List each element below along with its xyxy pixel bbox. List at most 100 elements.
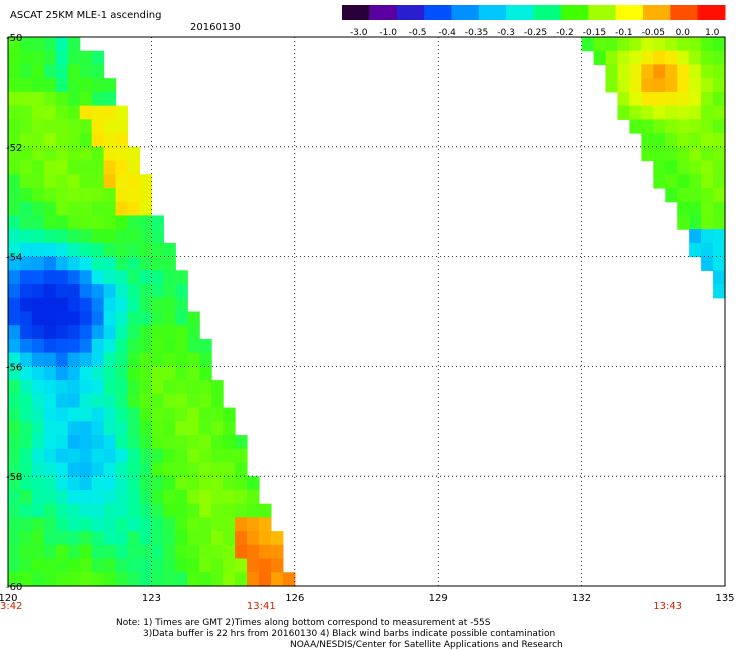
y-tick-label: -60 [6,582,22,593]
heatmap-cell [187,380,200,395]
heatmap-cell [665,160,678,175]
heatmap-cell [223,462,236,477]
heatmap-cell [19,435,33,450]
heatmap-cell [19,64,33,79]
heatmap-cell [115,146,129,162]
heatmap-cell [43,517,57,532]
heatmap-cell [55,366,69,381]
heatmap-cell [175,311,188,326]
heatmap-cell [653,119,666,134]
heatmap-cell [187,448,200,464]
heatmap-cell [55,256,69,271]
heatmap-cell [175,407,188,422]
heatmap-cell [701,229,714,244]
heatmap-cell [19,187,33,203]
heatmap-cell [223,435,236,450]
colorbar-segment [697,5,726,20]
colorbar-segment [533,5,562,20]
heatmap-cell [653,78,666,93]
heatmap-cell [31,215,45,230]
heatmap-cell [151,462,164,477]
heatmap-cell [55,448,69,464]
heatmap-cell [211,476,224,491]
heatmap-cell [103,160,117,175]
heatmap-cell [199,366,212,381]
heatmap-cell [187,517,200,532]
heatmap-cell [31,229,45,244]
heatmap-cell [91,311,105,326]
heatmap-cell [223,503,236,518]
heatmap-cell [677,201,690,217]
heatmap-cell [67,201,81,217]
heatmap-cell [43,64,57,79]
heatmap-cell [8,311,21,326]
heatmap-cell [151,297,164,313]
heatmap-cell [139,325,152,340]
heatmap-cell [79,544,93,560]
heatmap-cell [67,284,81,299]
heatmap-cell [55,146,69,162]
heatmap-cell [91,325,105,340]
heatmap-cell [629,37,642,52]
heatmap-cell [31,242,45,258]
heatmap-cell [103,448,117,464]
heatmap-cell [665,187,678,203]
heatmap-cell [8,503,21,518]
heatmap-cell [79,503,93,518]
heatmap-cell [19,352,33,367]
heatmap-cell [79,462,93,477]
heatmap-cell [617,50,630,66]
heatmap-cell [67,325,81,340]
heatmap-cell [8,256,21,271]
heatmap-cell [19,338,33,354]
heatmap-cell [79,558,93,573]
colorbar-segment [396,5,425,20]
heatmap-cell [31,517,45,532]
heatmap-cell [8,78,21,93]
heatmap-cell [175,270,188,285]
heatmap-cell [211,489,224,505]
heatmap-cell [79,229,93,244]
heatmap-cell [79,517,93,532]
heatmap-cell [79,476,93,491]
heatmap-cell [43,325,57,340]
heatmap-cell [19,366,33,381]
heatmap-cell [701,37,714,52]
heatmap-cell [91,91,105,107]
heatmap-cell [103,558,117,573]
colorbar-label: -0.1 [615,28,633,38]
heatmap-cell [258,503,272,518]
heatmap-cell [175,284,188,299]
heatmap-cell [223,544,236,560]
heatmap-cell [139,572,152,587]
heatmap-cell [19,201,33,217]
heatmap-cell [31,503,45,518]
y-tick-label: -56 [6,362,22,373]
heatmap-cell [67,91,81,107]
heatmap-cell [8,119,21,134]
heatmap-cell [115,270,129,285]
colorbar-label: 1.0 [705,28,720,38]
heatmap-cell [103,489,117,505]
heatmap-cell [665,146,678,162]
heatmap-cell [115,229,129,244]
heatmap-cell [689,201,702,217]
heatmap-cell [8,50,21,66]
heatmap-cell [199,407,212,422]
heatmap-cell [67,407,81,422]
heatmap-cell [163,476,176,491]
heatmap-cell [43,50,57,66]
heatmap-cell [67,380,81,395]
heatmap-cell [247,558,260,573]
heatmap-cell [605,50,619,66]
heatmap-cell [593,50,607,66]
heatmap-cell [91,476,105,491]
heatmap-cell [187,311,200,326]
heatmap-cell [187,421,200,436]
heatmap-cell [67,393,81,409]
heatmap-cell [163,338,176,354]
heatmap-cell [8,572,21,587]
y-tick-label: -58 [6,472,22,483]
heatmap-cell [8,229,21,244]
heatmap-cell [67,174,81,189]
